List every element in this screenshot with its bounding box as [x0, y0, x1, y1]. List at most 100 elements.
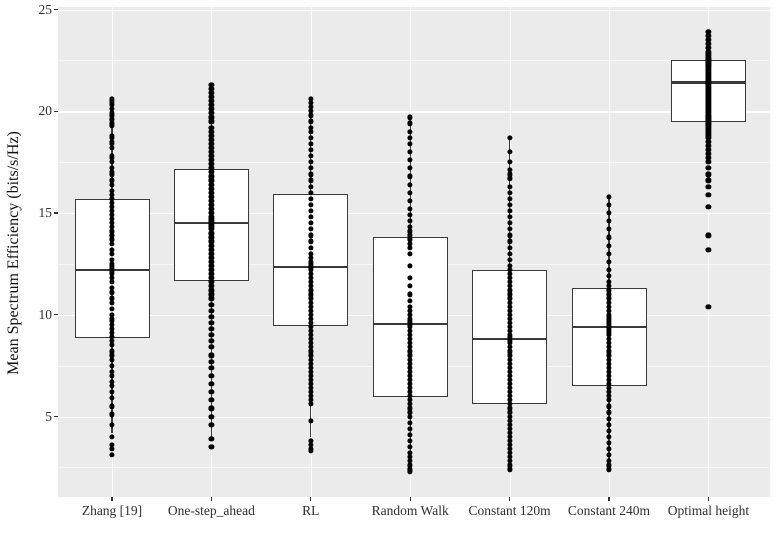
data-point [109, 295, 115, 302]
data-point [507, 171, 513, 177]
data-point [109, 275, 115, 281]
data-point [109, 232, 115, 238]
data-point [109, 240, 115, 247]
data-point [606, 403, 612, 409]
data-point [208, 206, 214, 212]
data-point [109, 181, 115, 188]
data-point [407, 373, 413, 379]
data-point [308, 295, 314, 302]
data-point [208, 314, 214, 320]
data-point [705, 135, 711, 141]
data-point [208, 181, 214, 188]
data-point [208, 102, 214, 108]
data-point [208, 157, 214, 163]
data-point [308, 112, 314, 118]
data-point [109, 330, 115, 336]
data-point [109, 177, 115, 184]
data-point [507, 458, 513, 464]
data-point [507, 183, 513, 190]
data-point [407, 356, 413, 363]
data-point [208, 301, 214, 308]
data-point [407, 297, 413, 304]
data-point [109, 446, 115, 452]
data-point [208, 332, 214, 338]
major-gridline [58, 111, 770, 113]
data-point [606, 234, 612, 240]
y-axis-title: Mean Spectrum Efficiency (bits/s/Hz) [5, 131, 22, 375]
data-point [606, 295, 612, 302]
data-point [109, 188, 115, 194]
major-gridline [58, 416, 770, 418]
data-point [507, 202, 513, 208]
data-point [208, 129, 214, 135]
minor-gridline [58, 467, 770, 469]
data-point [507, 299, 513, 306]
data-point [208, 295, 214, 302]
data-point [308, 442, 314, 448]
data-point [308, 304, 314, 310]
data-point [507, 267, 513, 273]
data-point [208, 267, 214, 273]
y-tick-mark [54, 314, 58, 316]
data-point [109, 116, 115, 122]
x-tick-label: Constant 240m [567, 503, 651, 518]
data-point [507, 450, 513, 456]
data-point [208, 210, 214, 216]
data-point [407, 206, 413, 212]
data-point [109, 247, 115, 253]
data-point [308, 328, 314, 334]
data-point [308, 332, 314, 338]
data-point [407, 369, 413, 375]
data-point [606, 352, 612, 359]
y-tick-label: 5 [45, 408, 52, 424]
data-point [308, 448, 314, 454]
data-point [109, 251, 115, 257]
data-point [308, 271, 314, 277]
data-point [208, 169, 214, 175]
data-point [109, 112, 115, 118]
data-point [208, 82, 214, 88]
data-point [507, 190, 513, 196]
data-point [407, 365, 413, 371]
data-point [109, 411, 115, 418]
data-point [109, 318, 115, 324]
data-point [208, 106, 214, 112]
x-tick-mark [210, 497, 213, 501]
data-point [308, 196, 314, 202]
data-point [208, 358, 214, 365]
data-point [208, 137, 214, 143]
data-point [507, 397, 513, 403]
data-point [308, 251, 314, 257]
x-tick-label: Random Walk [371, 503, 449, 518]
data-point [407, 454, 413, 460]
data-point [308, 190, 314, 196]
data-point [407, 450, 413, 456]
data-point [606, 304, 612, 310]
data-point [308, 177, 314, 184]
data-point [507, 365, 513, 371]
data-point [208, 86, 214, 92]
data-point [507, 360, 513, 367]
data-point [606, 336, 612, 342]
data-point [407, 340, 413, 346]
data-point [705, 183, 711, 190]
data-point [208, 153, 214, 159]
data-point [507, 373, 513, 379]
data-point [507, 405, 513, 411]
data-point [109, 373, 115, 379]
data-point [407, 462, 413, 468]
data-point [308, 348, 314, 354]
data-point [407, 149, 413, 155]
data-point [507, 328, 513, 334]
x-tick-label: Zhang [19] [81, 503, 143, 518]
data-point [208, 326, 214, 332]
data-point [208, 145, 214, 151]
data-point [308, 287, 314, 293]
data-point [208, 194, 214, 200]
data-point [208, 149, 214, 155]
x-tick-mark [409, 497, 411, 501]
data-point [407, 336, 413, 342]
data-point [606, 251, 612, 257]
data-point [606, 422, 612, 428]
